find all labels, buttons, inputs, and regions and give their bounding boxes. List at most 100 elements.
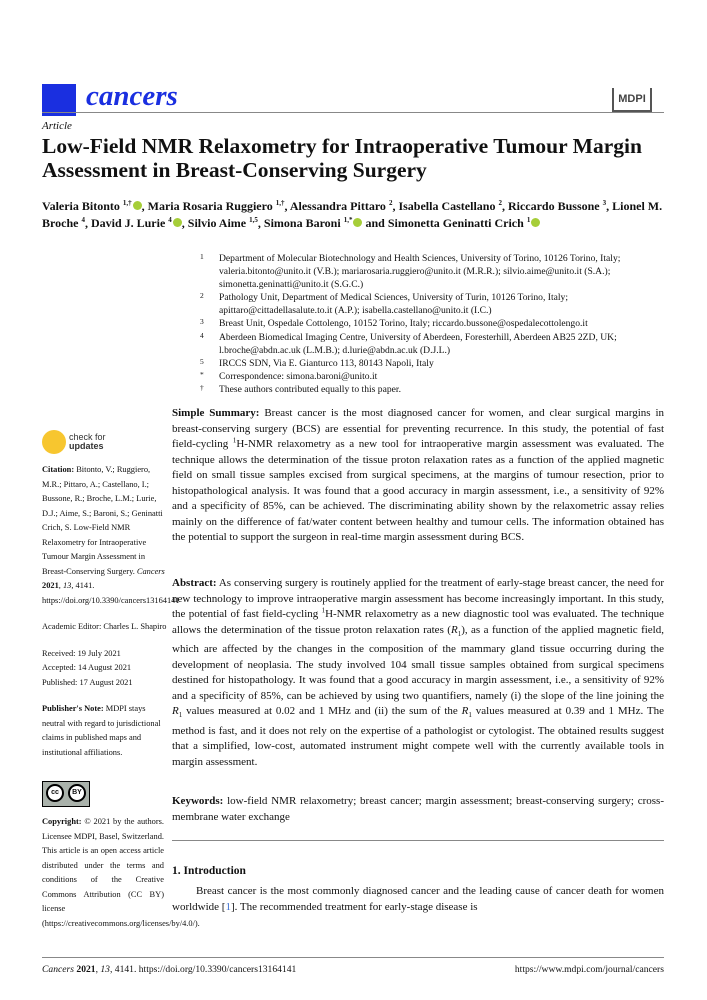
- mdpi-logo: MDPI: [612, 88, 652, 112]
- author-affiliation-mark: 1: [526, 216, 531, 224]
- abstract-text: values measured at 0.02 and 1 MHz and (i…: [182, 705, 462, 718]
- simple-summary-label: Simple Summary:: [172, 407, 260, 419]
- author: Maria Rosaria Ruggiero: [147, 199, 273, 213]
- author-affiliation-mark: 1,†: [275, 199, 285, 207]
- footer-journal-url[interactable]: https://www.mdpi.com/journal/cancers: [514, 964, 664, 975]
- body-text: Breast cancer is the most commonly diagn…: [172, 885, 664, 913]
- abstract-text: As conserving surgery is routinely appli…: [172, 577, 664, 620]
- received-date: Received: 19 July 2021: [42, 648, 121, 658]
- affiliation-item: 3 Breast Unit, Ospedale Cottolengo, 10152…: [200, 317, 670, 330]
- simple-summary-text: H-NMR relaxometry as a new tool for intr…: [172, 438, 664, 543]
- checkmark-icon: [42, 430, 66, 454]
- copyright: Copyright: © 2021 by the authors. Licens…: [42, 815, 200, 931]
- keywords-label: Keywords:: [172, 795, 224, 807]
- orcid-icon[interactable]: [172, 218, 182, 227]
- citation: Citation: Bitonto, V.; Ruggiero, M.R.; P…: [42, 465, 180, 757]
- footer-year: 2021: [76, 964, 96, 975]
- publisher-note-text: MDPI stays neutral with regard to jurisd…: [42, 704, 161, 757]
- subscript: 1: [457, 629, 462, 638]
- affiliations: 1 Department of Molecular Biotechnology a…: [200, 252, 670, 396]
- abstract-label: Abstract:: [172, 577, 217, 589]
- affiliation-item: 1 Department of Molecular Biotechnology a…: [200, 252, 670, 291]
- affiliation-mark: 3: [200, 317, 204, 327]
- check-for-updates-button[interactable]: check for updates: [42, 430, 106, 454]
- abstract: Abstract: As conserving surgery is routi…: [172, 576, 664, 770]
- author: Silvio Aime: [187, 216, 247, 230]
- copyright-text: © 2021 by the authors. Licensee MDPI, Ba…: [42, 817, 200, 928]
- accepted-date: Accepted: 14 August 2021: [42, 663, 132, 672]
- affiliation-text: IRCCS SDN, Via E. Gianturco 113, 80143 N…: [219, 357, 434, 369]
- author: Valeria Bitonto: [42, 199, 120, 213]
- cc-icon: cc: [46, 784, 64, 802]
- orcid-icon[interactable]: [132, 201, 142, 210]
- abstract-rule: [172, 840, 664, 841]
- introduction-text: Breast cancer is the most commonly diagn…: [172, 884, 664, 915]
- author-affiliation-mark: 2: [388, 199, 393, 207]
- r1-symbol: R: [461, 705, 469, 718]
- affiliation-text: Breast Unit, Ospedale Cottolengo, 10152 …: [219, 318, 588, 330]
- affiliation-item: 5 IRCCS SDN, Via E. Gianturco 113, 80143 …: [200, 357, 670, 370]
- section-heading: 1. Introduction: [172, 865, 246, 877]
- journal-name: cancers: [86, 80, 178, 112]
- affiliation-item: 2 Pathology Unit, Department of Medical S…: [200, 291, 670, 317]
- affiliation-item: * Correspondence: simona.baroni@unito.it: [200, 370, 670, 383]
- author-list: Valeria Bitonto 1,†, Maria Rosaria Ruggi…: [42, 199, 663, 230]
- affiliation-text: Correspondence: simona.baroni@unito.it: [219, 370, 378, 382]
- affiliation-mark: *: [200, 369, 204, 379]
- affiliation-mark: 1: [200, 252, 204, 261]
- simple-summary: Simple Summary: Breast cancer is the mos…: [172, 406, 664, 546]
- author: Simonetta Geninatti Crich: [387, 216, 524, 230]
- affiliation-mark: 4: [200, 330, 204, 340]
- citation-year: 2021: [42, 581, 59, 590]
- citation-label: Citation:: [42, 465, 75, 474]
- footer-citation: Cancers 2021, 13, 4141. https://doi.org/…: [42, 964, 297, 975]
- published-date: Published: 17 August 2021: [42, 677, 133, 687]
- by-icon: BY: [68, 784, 86, 802]
- article-type: Article: [42, 120, 72, 132]
- author: David J. Lurie: [90, 216, 166, 230]
- cc-by-license-badge[interactable]: cc BY: [42, 781, 90, 807]
- affiliation-text: These authors contributed equally to thi…: [219, 383, 401, 395]
- affiliation-item: † These authors contributed equally to th…: [200, 383, 670, 396]
- simple-summary-text: Breast cancer is the most diagnosed canc…: [172, 407, 665, 450]
- author-affiliation-mark: 2: [498, 199, 502, 207]
- author: Alessandra Pittaro: [289, 199, 386, 213]
- author-affiliation-mark: 1,*: [343, 216, 353, 224]
- affiliation-mark: 2: [200, 291, 204, 301]
- citation-text: Bitonto, V.; Ruggiero, M.R.; Pittaro, A.…: [42, 465, 163, 576]
- citation-doi[interactable]: , 4141. https://doi.org/10.3390/cancers1…: [42, 581, 180, 605]
- author: Isabella Castellano: [398, 199, 496, 213]
- abstract-text: values measured at 0.39 and 1 MHz. The m…: [172, 705, 664, 768]
- superscript: 1: [232, 436, 237, 445]
- footer-volume: 13: [100, 964, 110, 975]
- orcid-icon[interactable]: [531, 218, 541, 227]
- author: Lionel M. Broche: [42, 199, 663, 230]
- reference-link[interactable]: 1: [225, 900, 231, 913]
- affiliation-mark: †: [200, 382, 204, 392]
- subscript: 1: [178, 711, 183, 720]
- r1-symbol: R: [172, 705, 179, 718]
- author-affiliation-mark: 3: [602, 199, 607, 207]
- academic-editor: Academic Editor: Charles L. Shapiro: [42, 622, 167, 631]
- author-joiner: and: [365, 216, 385, 230]
- affiliation-text: Aberdeen Biomedical Imaging Centre, Univ…: [219, 331, 617, 356]
- paper-title: Low-Field NMR Relaxometry for Intraopera…: [42, 134, 642, 182]
- r1-symbol: R: [450, 623, 458, 636]
- check-updates-label: check for: [69, 432, 106, 442]
- orcid-icon[interactable]: [353, 218, 363, 227]
- footer-doi[interactable]: , 4141. https://doi.org/10.3390/cancers1…: [109, 964, 297, 975]
- header-rule: [42, 112, 664, 113]
- author: Simona Baroni: [263, 216, 341, 230]
- check-updates-label: updates: [69, 441, 104, 451]
- affiliation-text: Pathology Unit, Department of Medical Sc…: [219, 292, 569, 317]
- author-affiliation-mark: 4: [81, 216, 85, 224]
- affiliation-mark: 5: [200, 356, 204, 366]
- journal-logo-icon: [42, 84, 76, 116]
- footer-rule: [42, 957, 664, 958]
- publisher-note-label: Publisher's Note:: [42, 704, 104, 713]
- citation-volume: 13: [62, 581, 72, 590]
- subscript: 1: [468, 711, 472, 720]
- abstract-text: H-NMR relaxometry as a new diagnostic to…: [172, 608, 665, 636]
- copyright-label: Copyright:: [42, 817, 82, 826]
- affiliation-text: Department of Molecular Biotechnology an…: [219, 253, 621, 291]
